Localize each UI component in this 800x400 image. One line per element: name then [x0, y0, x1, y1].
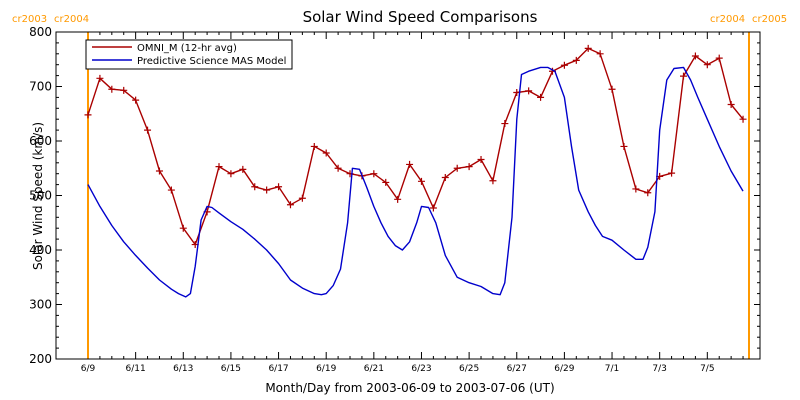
data-point	[334, 164, 342, 172]
x-tick-label-9: 6/27	[507, 364, 527, 374]
data-point	[84, 111, 92, 119]
data-point	[679, 72, 687, 80]
y-tick-label-300: 300	[29, 298, 52, 312]
data-point	[251, 183, 259, 191]
y-tick-label-200: 200	[29, 352, 52, 366]
data-point	[596, 50, 604, 58]
data-point	[167, 186, 175, 194]
data-point	[739, 115, 747, 123]
data-point	[132, 96, 140, 104]
chart-title: Solar Wind Speed Comparisons	[303, 8, 538, 26]
data-point	[453, 164, 461, 172]
x-tick-label-12: 7/3	[652, 364, 666, 374]
data-point	[155, 167, 163, 175]
data-point	[632, 185, 640, 193]
cr-label-right-second: cr2005	[752, 14, 787, 25]
y-tick-label-800: 800	[29, 25, 52, 39]
data-point	[263, 186, 271, 194]
data-point	[406, 160, 414, 168]
data-point	[108, 85, 116, 93]
data-point	[96, 74, 104, 82]
x-tick-label-1: 6/11	[126, 364, 146, 374]
data-point	[179, 224, 187, 232]
data-point	[370, 170, 378, 178]
data-point	[703, 61, 711, 69]
plot-frame	[55, 31, 761, 360]
data-point	[691, 52, 699, 60]
x-tick-label-5: 6/19	[316, 364, 336, 374]
data-point	[429, 204, 437, 212]
data-point	[489, 177, 497, 185]
data-point	[620, 142, 628, 150]
legend: OMNI_M (12-hr avg) Predictive Science MA…	[85, 39, 293, 70]
data-point	[572, 56, 580, 64]
data-point	[310, 142, 318, 150]
y-tick-label-700: 700	[29, 80, 52, 94]
series-line-0	[87, 47, 744, 246]
data-point	[275, 183, 283, 191]
data-point	[120, 86, 128, 94]
plot-area: 200 300 400 500 600 700 800 6/9 6/11 6/13 6/15 6/17…	[29, 25, 760, 374]
data-point	[584, 44, 592, 52]
data-point	[477, 156, 485, 164]
data-point	[215, 163, 223, 171]
data-point	[239, 165, 247, 173]
data-point	[715, 54, 723, 62]
legend-label-omni: OMNI_M (12-hr avg)	[137, 43, 237, 54]
x-tick-label-11: 7/1	[605, 364, 619, 374]
y-tick-label-600: 600	[29, 134, 52, 148]
y-axis-label: Solar Wind Speed (km/s)	[31, 122, 45, 270]
data-point	[417, 177, 425, 185]
cr-label-right-first: cr2004	[710, 14, 745, 25]
legend-box	[85, 39, 293, 70]
y-tick-label-500: 500	[29, 189, 52, 203]
data-point	[441, 174, 449, 182]
data-point	[644, 189, 652, 197]
data-point	[727, 100, 735, 108]
x-tick-label-4: 6/17	[268, 364, 288, 374]
data-point	[560, 61, 568, 69]
data-point	[525, 87, 533, 95]
cr-label-left-first: cr2003	[12, 14, 47, 25]
data-point	[394, 195, 402, 203]
y-tick-label-400: 400	[29, 243, 52, 257]
data-point	[608, 85, 616, 93]
x-tick-label-7: 6/23	[411, 364, 431, 374]
series-line-1	[87, 66, 744, 298]
data-point	[382, 178, 390, 186]
data-point	[144, 126, 152, 134]
legend-label-model: Predictive Science MAS Model	[137, 56, 286, 67]
x-tick-label-8: 6/25	[459, 364, 479, 374]
x-tick-label-10: 6/29	[554, 364, 574, 374]
x-tick-label-0: 6/9	[81, 364, 96, 374]
data-point	[668, 169, 676, 177]
data-point	[465, 163, 473, 171]
data-point	[501, 120, 509, 128]
data-point	[322, 149, 330, 157]
x-tick-label-6: 6/21	[364, 364, 384, 374]
x-axis-label: Month/Day from 2003-06-09 to 2003-07-06 …	[265, 381, 554, 395]
x-tick-label-2: 6/13	[173, 364, 193, 374]
x-tick-label-3: 6/15	[221, 364, 241, 374]
data-point	[227, 170, 235, 178]
data-point	[286, 201, 294, 209]
x-tick-label-13: 7/5	[700, 364, 714, 374]
data-point	[298, 194, 306, 202]
cr-label-left-second: cr2004	[54, 14, 89, 25]
data-point	[537, 93, 545, 101]
